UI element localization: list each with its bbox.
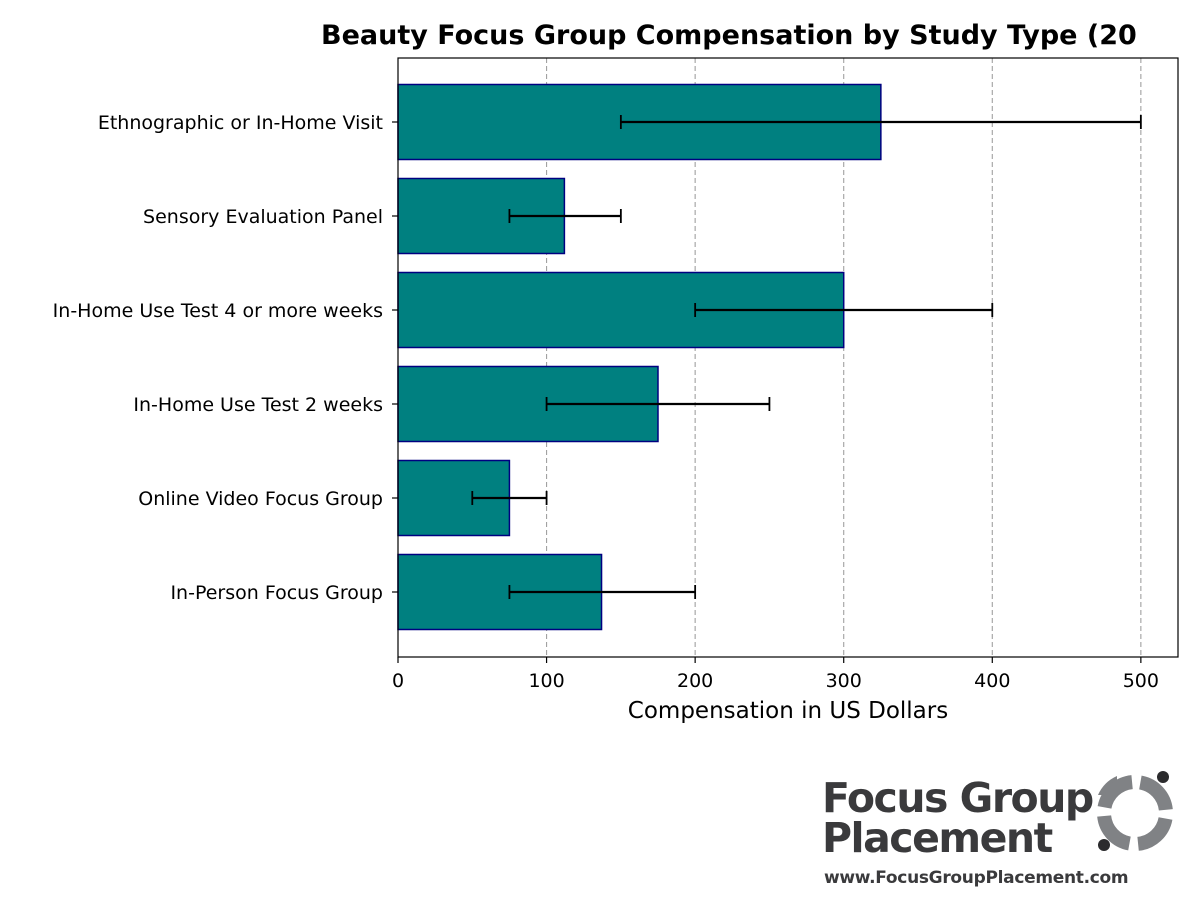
error-bars — [471, 115, 1142, 599]
logo-text-line2: Placement — [822, 814, 1053, 862]
bars — [397, 83, 882, 631]
x-tick-label: 0 — [392, 670, 404, 692]
x-axis-label: Compensation in US Dollars — [628, 698, 948, 724]
x-tick-label: 400 — [974, 670, 1010, 692]
logo-url: www.FocusGroupPlacement.com — [824, 868, 1129, 888]
plot-frame — [397, 57, 1179, 658]
axis-ticks: 0 100 200 300 400 500 In-Person Focus Group Onl… — [53, 112, 1159, 692]
y-tick-label: Online Video Focus Group — [138, 488, 383, 510]
x-tick-label: 200 — [677, 670, 713, 692]
y-tick-label: Sensory Evaluation Panel — [143, 206, 383, 228]
y-tick-label: In-Person Focus Group — [170, 582, 383, 604]
y-tick-label: Ethnographic or In-Home Visit — [98, 112, 383, 134]
y-tick-label: In-Home Use Test 2 weeks — [133, 394, 383, 416]
chart-title: Beauty Focus Group Compensation by Study… — [321, 20, 1137, 51]
x-tick-label: 100 — [528, 670, 564, 692]
x-tick-label: 300 — [826, 670, 862, 692]
logo-text-line1: Focus Group — [822, 774, 1094, 822]
y-tick-label: In-Home Use Test 4 or more weeks — [53, 300, 383, 322]
x-tick-label: 500 — [1123, 670, 1159, 692]
logo-ring-icon — [1097, 771, 1173, 851]
focus-group-placement-logo: Focus Group Placement www.FocusGroupPlac… — [822, 768, 1182, 898]
